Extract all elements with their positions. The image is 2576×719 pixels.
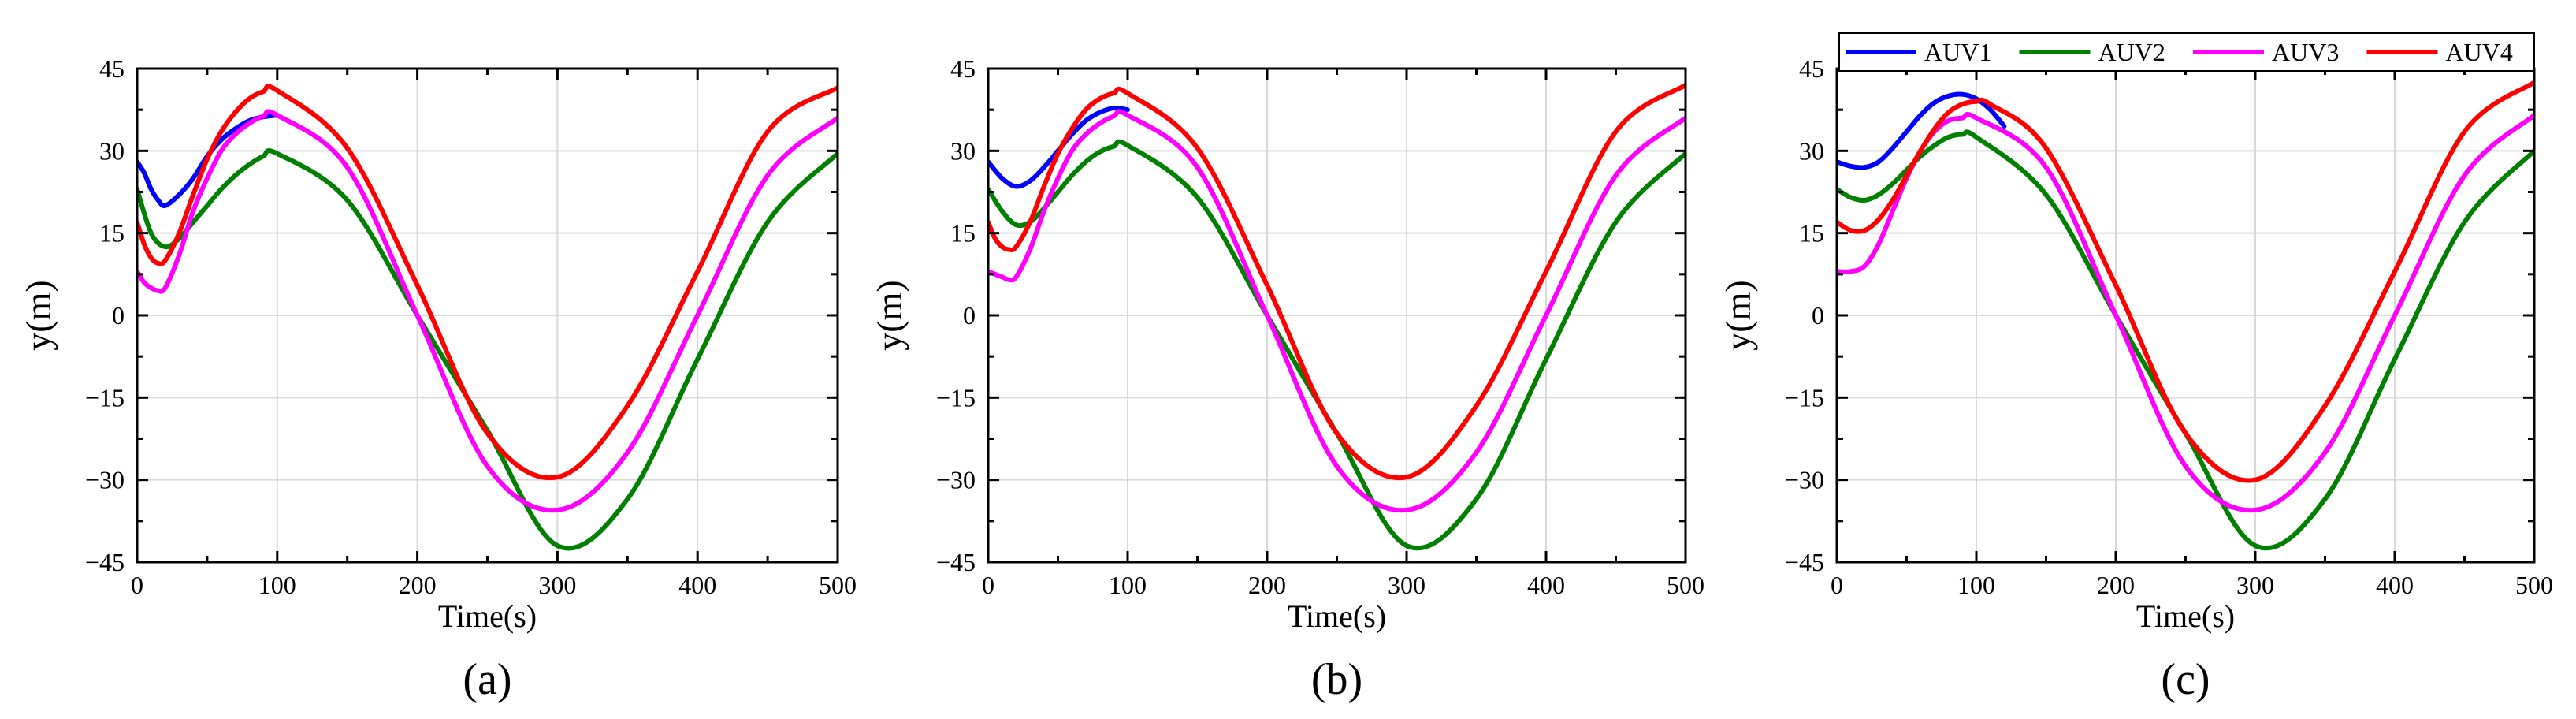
y-tick-label: 0 xyxy=(112,301,125,330)
x-tick-label: 500 xyxy=(1667,571,1704,599)
panel-caption: (c) xyxy=(2161,655,2210,704)
y-axis-label: y(m) xyxy=(1718,280,1758,350)
legend-label-auv1: AUV1 xyxy=(1924,38,1991,66)
series-group xyxy=(137,84,838,551)
x-tick-label: 0 xyxy=(982,571,994,599)
y-tick-label: −30 xyxy=(936,466,976,494)
x-tick-label: 400 xyxy=(1527,571,1565,599)
x-tick-label: 200 xyxy=(1248,571,1286,599)
series-line-auv3 xyxy=(1837,111,2534,513)
x-tick-label: 0 xyxy=(131,571,143,599)
x-tick-label: 300 xyxy=(538,571,576,599)
x-tick-label: 100 xyxy=(258,571,296,599)
y-tick-label: −45 xyxy=(85,548,125,576)
series-line-auv4 xyxy=(137,84,838,481)
y-tick-label: 30 xyxy=(950,136,976,165)
legend: AUV1 AUV2 AUV3 AUV4 xyxy=(1838,32,2535,72)
y-tick-label: −15 xyxy=(936,383,976,412)
x-tick-label: 100 xyxy=(1957,571,1995,599)
y-tick-label: −15 xyxy=(85,383,125,412)
series-line-auv4 xyxy=(988,82,1686,481)
y-axis-label: y(m) xyxy=(869,280,909,350)
x-axis-label: Time(s) xyxy=(2136,598,2235,634)
x-tick-label: 500 xyxy=(2515,571,2553,599)
y-tick-label: 30 xyxy=(99,136,125,165)
y-tick-label: −30 xyxy=(1785,466,1824,494)
panel-caption: (b) xyxy=(1311,655,1362,704)
x-tick-label: 100 xyxy=(1109,571,1147,599)
panel-a: 0 100 200 300 400 500 45 30 15 0 −15 −30 −45 Time(s) y… xyxy=(18,54,857,704)
panel-b: 0 100 200 300 400 500 45 30 15 0 −15 −30 −45 Time(s) y… xyxy=(869,54,1704,704)
x-tick-label: 400 xyxy=(2376,571,2414,599)
y-tick-label: −30 xyxy=(85,466,125,494)
x-tick-label: 300 xyxy=(1388,571,1426,599)
y-tick-label: 0 xyxy=(1812,301,1824,330)
series-line-auv2 xyxy=(988,139,1686,551)
y-tick-label: 15 xyxy=(99,219,125,248)
y-tick-label: −45 xyxy=(1785,548,1824,576)
series-line-auv3 xyxy=(988,109,1686,513)
y-tick-label: 45 xyxy=(99,54,125,83)
x-axis-label: Time(s) xyxy=(1288,598,1386,634)
x-tick-label: 500 xyxy=(819,571,857,599)
y-tick-label: 0 xyxy=(963,301,976,330)
x-tick-label: 200 xyxy=(399,571,437,599)
series-line-auv3 xyxy=(137,109,838,513)
series-line-auv2 xyxy=(1837,129,2534,551)
series-group xyxy=(988,82,1686,551)
y-axis-label: y(m) xyxy=(18,280,58,350)
x-tick-label: 200 xyxy=(2097,571,2135,599)
series-group xyxy=(1837,80,2534,551)
legend-label-auv2: AUV2 xyxy=(2098,38,2165,66)
panel-caption: (a) xyxy=(463,655,511,704)
x-axis-label: Time(s) xyxy=(438,598,537,634)
series-line-auv4 xyxy=(1837,80,2534,483)
legend-label-auv3: AUV3 xyxy=(2272,38,2339,66)
x-tick-label: 400 xyxy=(678,571,716,599)
y-tick-label: 15 xyxy=(1799,219,1824,248)
legend-label-auv4: AUV4 xyxy=(2446,38,2513,66)
y-tick-label: 45 xyxy=(950,54,976,83)
y-tick-label: 45 xyxy=(1799,54,1824,83)
x-tick-label: 300 xyxy=(2236,571,2274,599)
x-tick-label: 0 xyxy=(1831,571,1843,599)
y-tick-label: −15 xyxy=(1785,383,1824,412)
panel-c: 0 100 200 300 400 500 45 30 15 0 −15 −30 −45 Time(s) y… xyxy=(1718,32,2553,704)
y-tick-label: 15 xyxy=(950,219,976,248)
y-tick-label: 30 xyxy=(1799,136,1824,165)
series-line-auv1 xyxy=(1837,91,2007,170)
series-line-auv2 xyxy=(137,148,838,551)
y-tick-label: −45 xyxy=(936,548,976,576)
